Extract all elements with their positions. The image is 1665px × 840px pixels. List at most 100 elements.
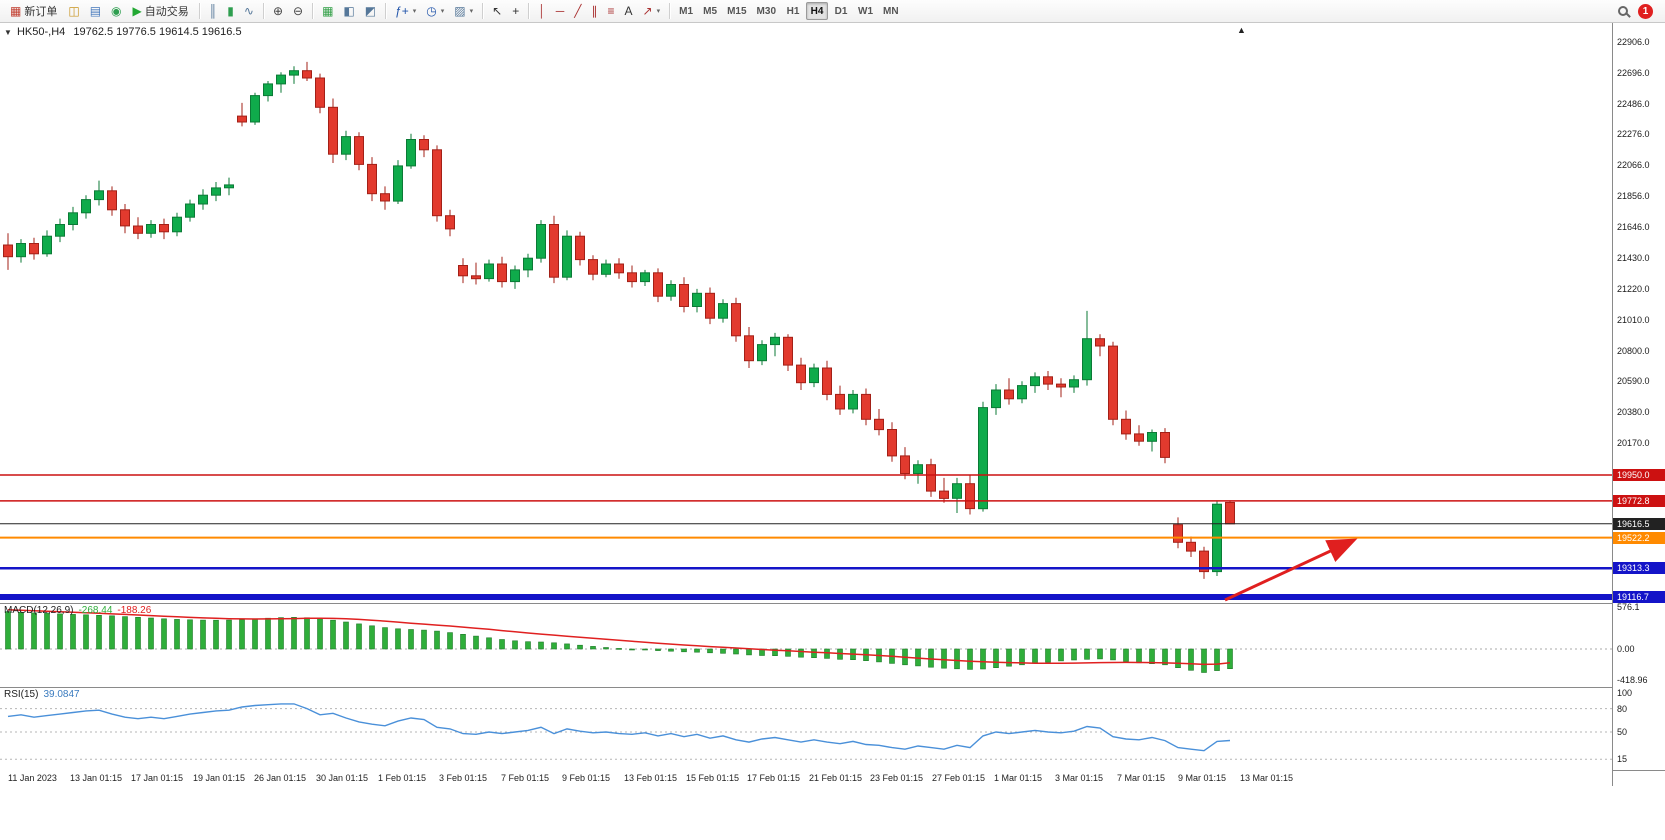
- price-axis-label: 21430.0: [1617, 253, 1650, 264]
- horizontal-line-icon: ─: [555, 4, 565, 18]
- macd-signal-line: [7, 608, 1231, 666]
- navigator-icon[interactable]: ◉: [107, 2, 125, 21]
- cascade-windows-icon: ◩: [364, 4, 377, 18]
- zoom-out-icon[interactable]: ⊖: [289, 2, 307, 21]
- tile-windows-icon: ▦: [322, 4, 334, 18]
- vertical-line-icon: │: [538, 4, 546, 18]
- toolbar-separator: [312, 3, 314, 19]
- candlestick-chart-icon[interactable]: ▮: [223, 2, 238, 21]
- macd-axis-label: -418.96: [1617, 674, 1648, 685]
- chevron-down-icon: ▾: [469, 8, 474, 15]
- date-axis-label: 7 Feb 01:15: [501, 773, 550, 783]
- timeframe-w1[interactable]: W1: [858, 5, 873, 17]
- date-axis[interactable]: 11 Jan 2023 13 Jan 01:15 17 Jan 01:15 19 Ja…: [0, 770, 1612, 786]
- data-window-icon[interactable]: ▤: [86, 2, 105, 21]
- cursor-icon: ↖: [492, 4, 503, 18]
- timeframe-m5[interactable]: M5: [703, 5, 718, 17]
- cursor-icon[interactable]: ↖: [488, 2, 506, 21]
- timeframe-m1[interactable]: M1: [679, 5, 694, 17]
- price-level-badge: 19522.2: [1613, 531, 1665, 544]
- macd-signal-value: -188.26: [117, 605, 152, 616]
- new-order-button-label: 新订单: [24, 6, 58, 18]
- tile-windows-icon[interactable]: ▦: [318, 2, 337, 21]
- arrange-charts-icon: ◧: [343, 4, 355, 18]
- price-axis[interactable]: 22906.0 22696.0 22486.0 22276.0 22066.0 21856…: [1613, 23, 1665, 770]
- rsi-value: 39.0847: [43, 689, 80, 700]
- chart-shift-marker[interactable]: ▲: [1237, 25, 1246, 35]
- search-icon[interactable]: [1618, 6, 1628, 16]
- arrange-charts-icon[interactable]: ◧: [339, 2, 358, 21]
- price-level-badge: 19116.7: [1613, 591, 1665, 603]
- zoom-out-icon: ⊖: [293, 4, 304, 18]
- trendline-icon: ╱: [574, 4, 582, 18]
- toolbar-separator: [385, 3, 387, 19]
- macd-histogram: [5, 611, 1233, 673]
- timeframe-mn[interactable]: MN: [883, 5, 899, 17]
- rsi-panel[interactable]: [0, 687, 1612, 770]
- price-axis-separator: [1612, 23, 1613, 786]
- zoom-in-icon[interactable]: ⊕: [269, 2, 287, 21]
- price-level-badge: 19772.8: [1613, 494, 1665, 507]
- toolbar-separator: [669, 3, 671, 19]
- date-axis-label: 30 Jan 01:15: [316, 773, 369, 783]
- trendline-icon[interactable]: ╱: [570, 2, 585, 21]
- price-axis-label: 21220.0: [1617, 283, 1650, 294]
- new-order-button[interactable]: ▦ 新订单: [5, 2, 62, 21]
- rsi-panel-separator[interactable]: [0, 687, 1665, 688]
- arrows-icon[interactable]: ↗ ▾: [639, 2, 665, 21]
- price-axis-label: 20800.0: [1617, 345, 1650, 356]
- text-icon[interactable]: A: [621, 2, 637, 21]
- date-axis-label: 3 Feb 01:15: [439, 773, 488, 783]
- line-chart-icon[interactable]: ∿: [240, 2, 258, 21]
- bar-chart-icon[interactable]: ║: [205, 2, 222, 21]
- timeframe-h1[interactable]: H1: [786, 5, 800, 17]
- price-axis-label: 20170.0: [1617, 437, 1650, 448]
- timeframe-m30[interactable]: M30: [756, 5, 776, 17]
- date-axis-label: 13 Mar 01:15: [1240, 773, 1294, 783]
- date-axis-label: 13 Jan 01:15: [70, 773, 123, 783]
- autotrading-button[interactable]: ▶ 自动交易: [128, 2, 194, 21]
- macd-axis-label: 0.00: [1617, 644, 1635, 654]
- data-window-icon: ▤: [89, 4, 102, 18]
- price-axis-label: 21646.0: [1617, 221, 1650, 232]
- market-depth-icon[interactable]: ◫: [64, 2, 83, 21]
- macd-panel-separator[interactable]: [0, 603, 1665, 604]
- bottom-empty-strip: [0, 786, 1665, 840]
- periods-icon[interactable]: ◷ ▾: [422, 2, 448, 21]
- collapse-arrow-icon[interactable]: ▼: [4, 28, 12, 37]
- macd-name: MACD(12,26,9): [4, 605, 74, 616]
- main-toolbar: ▦ 新订单 ◫ ▤ ◉ ▶ 自动交易 ║ ▮ ∿ ⊕ ⊖ ▦ ◧ ◩ ƒ+ ▾ ◷ ▾ ▨ ▾ ↖ + │ ─ ╱ ∥ ≡ A ↗ ▾ M1…: [0, 0, 1665, 23]
- date-axis-label: 23 Feb 01:15: [870, 773, 924, 783]
- main-chart[interactable]: [0, 23, 1612, 603]
- date-axis-label: 9 Feb 01:15: [562, 773, 611, 783]
- timeframe-m15[interactable]: M15: [727, 5, 747, 17]
- ohlc-values: 19762.5 19776.5 19614.5 19616.5: [73, 26, 242, 38]
- rsi-name: RSI(15): [4, 689, 39, 700]
- vertical-line-icon[interactable]: │: [534, 2, 550, 21]
- price-axis-label: 22906.0: [1617, 37, 1650, 47]
- cascade-windows-icon[interactable]: ◩: [361, 2, 380, 21]
- templates-icon[interactable]: ▨ ▾: [450, 2, 477, 21]
- notifications-badge[interactable]: 1: [1638, 3, 1653, 19]
- equidistant-channel-icon[interactable]: ∥: [587, 2, 601, 21]
- timeframe-h4[interactable]: H4: [806, 2, 828, 20]
- fibonacci-icon[interactable]: ≡: [603, 2, 618, 21]
- horizontal-lines[interactable]: [0, 474, 1612, 600]
- price-axis-label: 21856.0: [1617, 190, 1650, 201]
- date-axis-label: 3 Mar 01:15: [1055, 773, 1104, 783]
- toolbar-right: 1: [1618, 3, 1661, 19]
- indicators-icon[interactable]: ƒ+ ▾: [391, 2, 420, 21]
- text-icon: A: [624, 4, 633, 18]
- crosshair-icon[interactable]: +: [508, 2, 523, 21]
- crosshair-icon: +: [512, 4, 520, 18]
- symbol-period: HK50-,H4: [16, 26, 66, 38]
- date-axis-label: 19 Jan 01:15: [193, 773, 246, 783]
- price-axis-label: 22066.0: [1617, 160, 1650, 170]
- horizontal-line-icon[interactable]: ─: [552, 2, 569, 21]
- timeframe-d1[interactable]: D1: [834, 5, 848, 17]
- macd-panel[interactable]: [0, 603, 1612, 687]
- equidistant-channel-icon: ∥: [591, 4, 598, 18]
- price-axis-label: 22276.0: [1617, 129, 1650, 140]
- trend-arrow[interactable]: [1224, 538, 1358, 602]
- price-axis-label: 20590.0: [1617, 376, 1650, 387]
